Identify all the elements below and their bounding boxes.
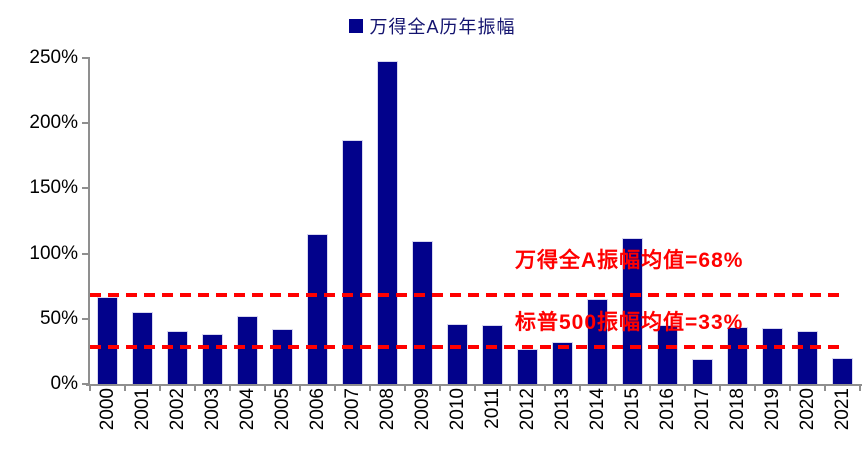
- x-axis-label-2014: 2014: [586, 388, 608, 431]
- x-axis-label-2013: 2013: [551, 388, 573, 431]
- bar-2013: [552, 342, 573, 384]
- x-axis-tick: [544, 386, 546, 391]
- bar-2006: [307, 234, 328, 384]
- x-axis-tick: [334, 386, 336, 391]
- bar-2004: [237, 316, 258, 384]
- x-axis-tick: [229, 386, 231, 391]
- x-axis-tick: [439, 386, 441, 391]
- y-axis-label-150: 150%: [29, 177, 78, 199]
- x-axis-label-2003: 2003: [201, 388, 223, 431]
- bar-2014: [587, 299, 608, 384]
- x-axis-tick: [369, 386, 371, 391]
- x-axis-label-2005: 2005: [271, 388, 293, 431]
- x-axis-tick: [684, 386, 686, 391]
- reference-line-wind-all-a-mean: [90, 293, 846, 298]
- y-axis: [88, 57, 90, 386]
- x-axis-label-2011: 2011: [481, 388, 503, 429]
- bar-2017: [692, 359, 713, 384]
- bar-2020: [797, 330, 818, 384]
- y-axis-tick-0: [82, 383, 89, 385]
- x-axis-label-2001: 2001: [131, 388, 153, 431]
- y-axis-label-250: 250%: [29, 47, 78, 68]
- x-axis-tick: [124, 386, 126, 391]
- reference-line-sp500-mean: [90, 345, 846, 350]
- y-axis-tick-50: [82, 317, 89, 320]
- x-axis-tick: [89, 386, 91, 391]
- x-axis-label-2017: 2017: [691, 388, 713, 431]
- bar-2012: [517, 348, 538, 384]
- bar-2021: [832, 357, 853, 384]
- x-axis-tick: [509, 386, 511, 391]
- x-axis-tick: [159, 386, 161, 391]
- y-axis-tick-150: [82, 187, 89, 190]
- x-axis-label-2000: 2000: [96, 388, 118, 431]
- x-axis-tick: [614, 386, 616, 391]
- x-axis: [86, 384, 862, 386]
- bar-2018: [727, 326, 748, 384]
- x-axis-label-2015: 2015: [621, 388, 643, 431]
- x-axis-label-2012: 2012: [516, 388, 538, 431]
- annotation-sp500-mean: 标普500振幅均值=33%: [515, 311, 744, 334]
- bar-2003: [202, 334, 223, 384]
- bar-2005: [272, 329, 293, 384]
- x-axis-tick: [754, 386, 756, 391]
- x-axis-label-2004: 2004: [236, 388, 258, 431]
- x-axis-label-2020: 2020: [796, 388, 818, 431]
- bar-2002: [167, 330, 188, 384]
- x-axis-label-2002: 2002: [166, 388, 188, 431]
- x-axis-tick: [719, 386, 721, 391]
- y-axis-tick-200: [82, 122, 89, 125]
- x-axis-tick: [859, 386, 861, 391]
- x-axis-tick: [299, 386, 301, 391]
- legend-label: 万得全A历年振幅: [369, 17, 516, 37]
- x-axis-label-2010: 2010: [446, 388, 468, 431]
- y-axis-label-0: 0%: [50, 373, 78, 394]
- x-axis-label-2006: 2006: [306, 388, 328, 431]
- bar-2000: [97, 296, 118, 384]
- bar-2016: [657, 325, 678, 384]
- y-axis-tick-100: [82, 252, 89, 255]
- x-axis-tick: [824, 386, 826, 391]
- y-axis-label-100: 100%: [29, 242, 78, 264]
- x-axis-tick: [474, 386, 476, 391]
- legend-swatch-icon: [349, 19, 364, 33]
- bar-2010: [447, 324, 468, 384]
- bar-2019: [762, 327, 783, 384]
- x-axis-tick: [789, 386, 791, 391]
- bar-2008: [377, 60, 398, 384]
- y-axis-label-200: 200%: [29, 112, 78, 134]
- bar-2007: [342, 140, 363, 384]
- x-axis-label-2019: 2019: [761, 388, 783, 431]
- x-axis-label-2021: 2021: [831, 388, 853, 431]
- x-axis-tick: [579, 386, 581, 391]
- legend: 万得全A历年振幅: [0, 13, 865, 39]
- x-axis-tick: [194, 386, 196, 391]
- x-axis-label-2009: 2009: [411, 388, 433, 431]
- bar-2011: [482, 325, 503, 384]
- bar-2009: [412, 240, 433, 384]
- x-axis-label-2018: 2018: [726, 388, 748, 431]
- x-axis-label-2007: 2007: [341, 388, 363, 431]
- x-axis-label-2008: 2008: [376, 388, 398, 431]
- x-axis-label-2016: 2016: [656, 388, 678, 431]
- annotation-wind-all-a-mean: 万得全A振幅均值=68%: [515, 249, 744, 272]
- y-axis-label-50: 50%: [39, 307, 78, 329]
- x-axis-tick: [649, 386, 651, 391]
- x-axis-tick: [264, 386, 266, 391]
- x-axis-tick: [404, 386, 406, 391]
- y-axis-tick-250: [82, 57, 89, 59]
